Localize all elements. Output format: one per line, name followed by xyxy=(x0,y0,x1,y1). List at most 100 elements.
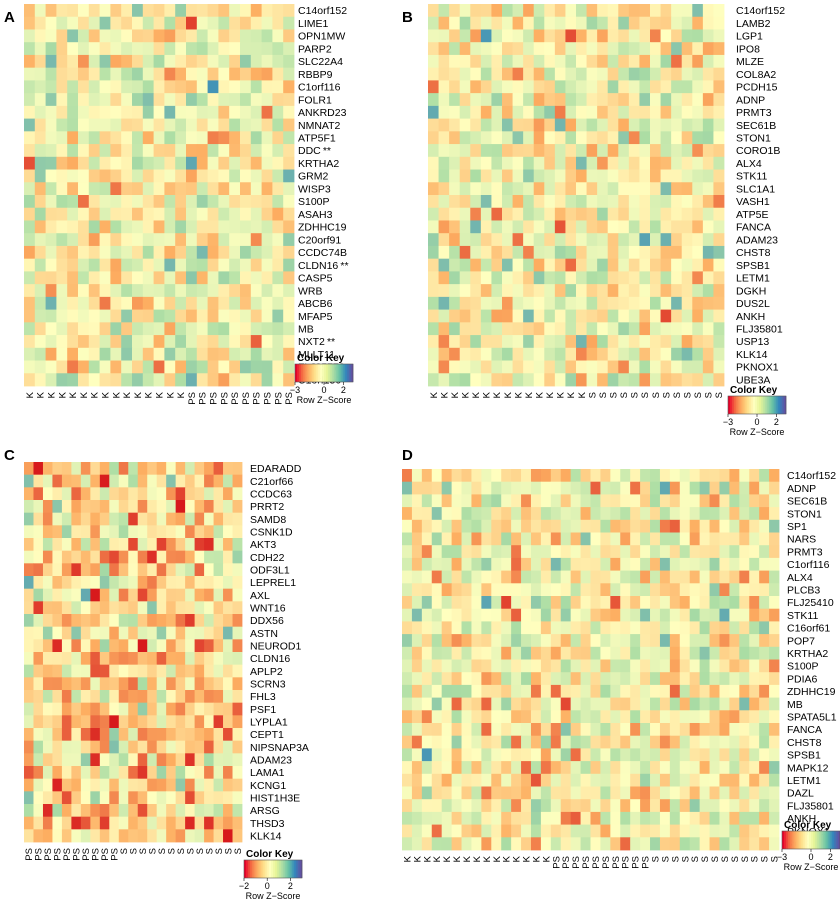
heatmap-cell xyxy=(166,728,177,742)
heatmap-cell xyxy=(207,245,219,260)
heatmap-cell xyxy=(471,570,482,584)
color-key-segment xyxy=(282,860,285,878)
heatmap-cell xyxy=(207,309,219,323)
heatmap-cell xyxy=(580,519,591,533)
color-key-segment xyxy=(253,860,256,878)
heatmap-cell xyxy=(421,621,433,635)
heatmap-cell xyxy=(61,677,72,691)
heatmap-cell xyxy=(118,601,129,615)
heatmap-cell xyxy=(628,233,640,247)
heatmap-cell xyxy=(67,347,79,361)
heatmap-cell xyxy=(511,672,522,686)
color-key-segment xyxy=(292,860,295,878)
heatmap-cell xyxy=(630,684,641,698)
heatmap-cell xyxy=(88,207,100,221)
heatmap-cell xyxy=(128,601,139,615)
heatmap-cell xyxy=(459,220,471,234)
color-key-tick-label: 2 xyxy=(341,385,346,395)
heatmap-cell xyxy=(550,799,562,813)
heatmap-cell xyxy=(650,169,661,183)
heatmap-cell xyxy=(118,500,129,514)
heatmap-cell xyxy=(175,614,186,628)
heatmap-cell xyxy=(185,525,196,539)
heatmap-cell xyxy=(530,748,542,762)
heatmap-cell xyxy=(554,220,566,234)
heatmap-cell xyxy=(544,245,556,260)
heatmap-cell xyxy=(166,664,177,678)
heatmap-cell xyxy=(689,519,701,533)
heatmap-cell xyxy=(34,67,46,81)
heatmap-cell xyxy=(679,735,691,749)
heatmap-cell xyxy=(471,684,482,698)
heatmap-cell xyxy=(560,799,572,813)
heatmap-cell xyxy=(272,373,284,387)
heatmap-cell xyxy=(565,322,577,336)
heatmap-cell xyxy=(523,93,535,107)
heatmap-cell xyxy=(42,550,53,564)
heatmap-cell xyxy=(521,799,532,813)
heatmap-cell xyxy=(650,596,661,610)
heatmap-cell xyxy=(749,570,760,584)
heatmap-cell xyxy=(713,131,725,145)
heatmap-cell xyxy=(610,697,621,711)
heatmap-cell xyxy=(250,207,262,221)
row-label: C1orf116 xyxy=(787,559,830,571)
heatmap-cell xyxy=(196,360,208,374)
heatmap-cell xyxy=(90,829,101,843)
heatmap-cell xyxy=(240,182,252,196)
heatmap-cell xyxy=(128,563,139,577)
heatmap-cell xyxy=(147,753,158,767)
heatmap-cell xyxy=(501,621,512,635)
row-label: FLJ35801 xyxy=(787,800,834,812)
heatmap-cell xyxy=(207,258,219,272)
heatmap-cell xyxy=(681,16,693,30)
heatmap-cell xyxy=(283,207,295,221)
column-label: S xyxy=(223,848,234,854)
heatmap-cell xyxy=(512,118,524,132)
heatmap-cell xyxy=(597,271,609,285)
heatmap-cell xyxy=(607,360,619,374)
heatmap-cell xyxy=(618,335,630,349)
heatmap-cell xyxy=(590,799,601,813)
heatmap-cell xyxy=(229,360,241,374)
heatmap-cell xyxy=(681,335,693,349)
heatmap-cell xyxy=(99,118,111,132)
heatmap-cell xyxy=(470,360,482,374)
heatmap-cell xyxy=(628,258,640,272)
heatmap-cell xyxy=(610,621,621,635)
heatmap-cell xyxy=(618,54,630,69)
heatmap-cell xyxy=(42,677,53,691)
heatmap-cell xyxy=(630,621,641,635)
heatmap-cell xyxy=(523,29,535,43)
heatmap-cell xyxy=(586,335,598,349)
heatmap-cell xyxy=(80,512,91,526)
heatmap-cell xyxy=(471,481,482,495)
heatmap-cell xyxy=(185,474,196,488)
heatmap-cell xyxy=(650,748,661,762)
heatmap-cell xyxy=(640,532,651,546)
heatmap-cell xyxy=(501,773,512,787)
heatmap-cell xyxy=(166,639,177,653)
heatmap-cell xyxy=(441,723,452,737)
heatmap-cell xyxy=(42,639,53,653)
column-label: S xyxy=(710,856,721,862)
heatmap-cell xyxy=(501,735,512,749)
heatmap-cell xyxy=(71,576,82,590)
heatmap-cell xyxy=(586,131,598,145)
heatmap-cell xyxy=(669,799,681,813)
heatmap-cell xyxy=(118,753,129,767)
heatmap-cell xyxy=(533,271,545,285)
heatmap-cell xyxy=(194,690,205,704)
heatmap-cell xyxy=(630,659,641,673)
heatmap-cell xyxy=(502,169,513,183)
heatmap-cell xyxy=(713,245,725,260)
heatmap-cell xyxy=(261,296,273,310)
column-label: PS xyxy=(72,848,83,861)
color-key-segment xyxy=(737,396,740,414)
heatmap-cell xyxy=(232,664,243,678)
heatmap-cell xyxy=(261,29,273,43)
heatmap-cell xyxy=(431,596,443,610)
heatmap-cell xyxy=(449,182,461,196)
heatmap-cell xyxy=(421,532,433,546)
heatmap-cell xyxy=(166,766,177,780)
